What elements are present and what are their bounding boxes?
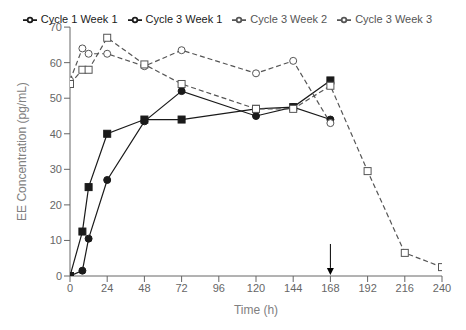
svg-text:70: 70 [50,21,62,33]
svg-text:144: 144 [284,282,302,294]
svg-text:50: 50 [50,92,62,104]
svg-text:20: 20 [50,199,62,211]
svg-text:0: 0 [67,282,73,294]
svg-text:24: 24 [101,282,113,294]
svg-text:216: 216 [396,282,414,294]
svg-text:10: 10 [50,234,62,246]
svg-text:30: 30 [50,163,62,175]
svg-text:72: 72 [175,282,187,294]
svg-text:48: 48 [138,282,150,294]
svg-text:Time (h): Time (h) [234,303,278,317]
svg-text:40: 40 [50,128,62,140]
svg-text:0: 0 [56,270,62,282]
svg-text:120: 120 [247,282,265,294]
svg-text:60: 60 [50,57,62,69]
svg-text:240: 240 [433,282,451,294]
svg-text:192: 192 [358,282,376,294]
svg-text:168: 168 [321,282,339,294]
svg-text:EE Concentration (pg/mL): EE Concentration (pg/mL) [15,82,29,221]
svg-text:96: 96 [213,282,225,294]
